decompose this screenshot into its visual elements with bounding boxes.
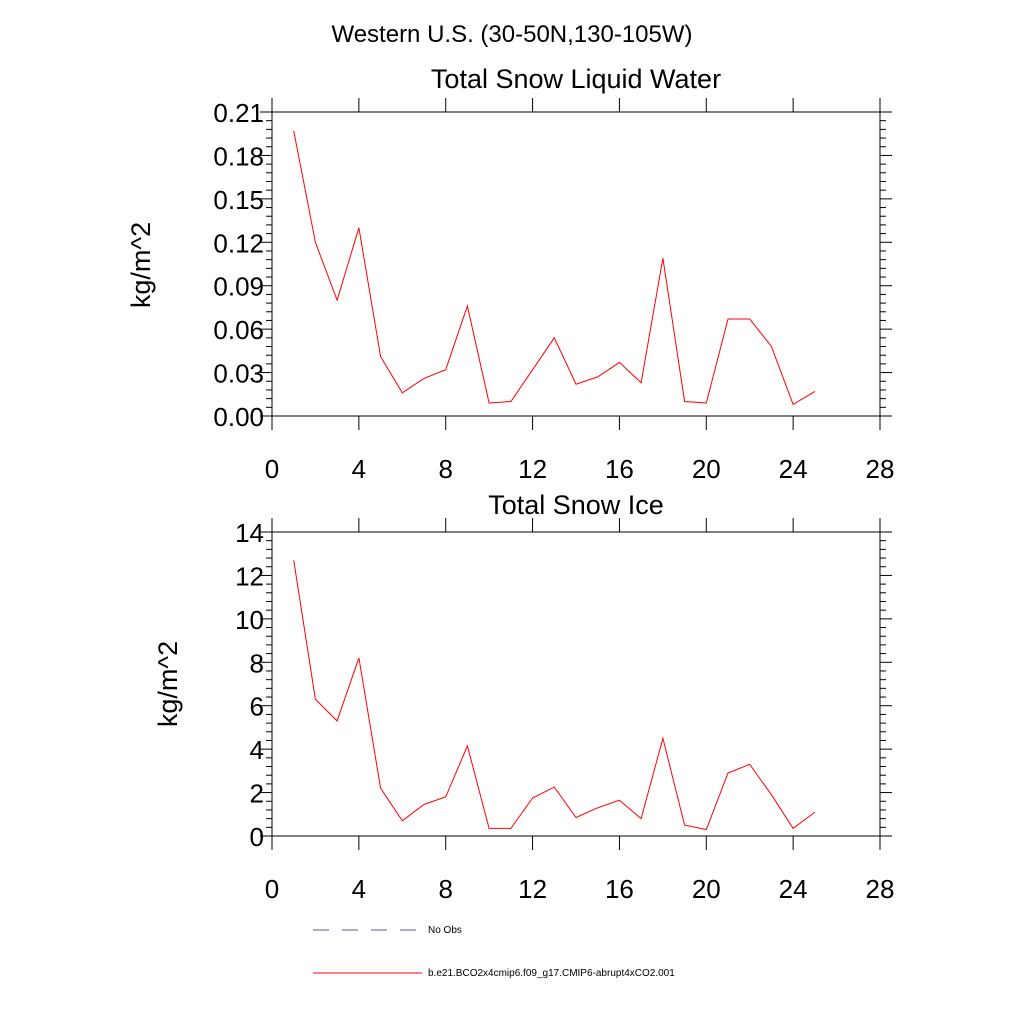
y-tick-label: 2 bbox=[250, 779, 264, 809]
x-tick-label: 4 bbox=[352, 874, 366, 904]
legend: No Obs b.e21.BCO2x4cmip6.f09_g17.CMIP6-a… bbox=[313, 925, 675, 979]
y-tick-label: 0.15 bbox=[213, 185, 264, 215]
x-tick-label: 0 bbox=[265, 454, 279, 484]
y-axis-label: kg/m^2 bbox=[153, 641, 183, 727]
legend-label-no-obs: No Obs bbox=[428, 925, 462, 936]
x-tick-label: 8 bbox=[438, 454, 452, 484]
x-tick-label: 20 bbox=[692, 874, 721, 904]
y-axis-label: kg/m^2 bbox=[126, 222, 156, 308]
y-tick-label: 14 bbox=[235, 518, 264, 548]
y-tick-label: 0.00 bbox=[213, 402, 264, 432]
y-tick-label: 0.03 bbox=[213, 359, 264, 389]
y-tick-label: 0.18 bbox=[213, 141, 264, 171]
x-tick-label: 28 bbox=[866, 874, 895, 904]
x-tick-label: 20 bbox=[692, 454, 721, 484]
legend-label-model: b.e21.BCO2x4cmip6.f09_g17.CMIP6-abrupt4x… bbox=[428, 968, 675, 979]
x-tick-label: 0 bbox=[265, 874, 279, 904]
y-tick-label: 6 bbox=[250, 692, 264, 722]
y-tick-label: 0.06 bbox=[213, 315, 264, 345]
y-tick-label: 12 bbox=[235, 561, 264, 591]
x-tick-label: 16 bbox=[605, 874, 634, 904]
x-tick-label: 24 bbox=[779, 874, 808, 904]
y-tick-label: 0.09 bbox=[213, 272, 264, 302]
y-tick-label: 0 bbox=[250, 822, 264, 852]
plot-frame bbox=[271, 531, 881, 837]
series-line bbox=[293, 130, 816, 406]
x-tick-label: 8 bbox=[438, 874, 452, 904]
y-tick-label: 0.12 bbox=[213, 228, 264, 258]
y-tick-label: 4 bbox=[250, 735, 264, 765]
plot-frame bbox=[271, 111, 881, 417]
x-tick-label: 12 bbox=[518, 454, 547, 484]
y-tick-label: 10 bbox=[235, 605, 264, 635]
x-tick-label: 16 bbox=[605, 454, 634, 484]
x-tick-label: 28 bbox=[866, 454, 895, 484]
x-tick-label: 12 bbox=[518, 874, 547, 904]
panel-title: Total Snow Ice bbox=[488, 490, 664, 520]
panel-snow-liquid-water: Total Snow Liquid Water kg/m^2 0 4 8 12 16 20… bbox=[126, 64, 894, 484]
x-tick-label: 4 bbox=[352, 454, 366, 484]
figure-title: Western U.S. (30-50N,130-105W) bbox=[331, 21, 692, 48]
panel-snow-ice: Total Snow Ice kg/m^2 0 4 8 12 16 20 24 2802468… bbox=[153, 490, 894, 904]
y-tick-label: 0.21 bbox=[213, 98, 264, 128]
y-tick-label: 8 bbox=[250, 648, 264, 678]
x-tick-label: 24 bbox=[779, 454, 808, 484]
series-line bbox=[293, 560, 816, 831]
panel-title: Total Snow Liquid Water bbox=[431, 64, 721, 94]
